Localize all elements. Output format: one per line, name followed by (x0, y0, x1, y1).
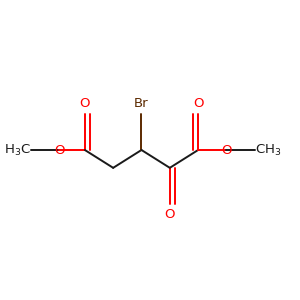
Text: O: O (80, 97, 90, 110)
Text: O: O (193, 97, 203, 110)
Text: Br: Br (134, 97, 149, 110)
Text: H$_3$C: H$_3$C (4, 142, 31, 158)
Text: CH$_3$: CH$_3$ (255, 142, 281, 158)
Text: O: O (164, 208, 175, 221)
Text: O: O (221, 143, 232, 157)
Text: O: O (54, 143, 64, 157)
